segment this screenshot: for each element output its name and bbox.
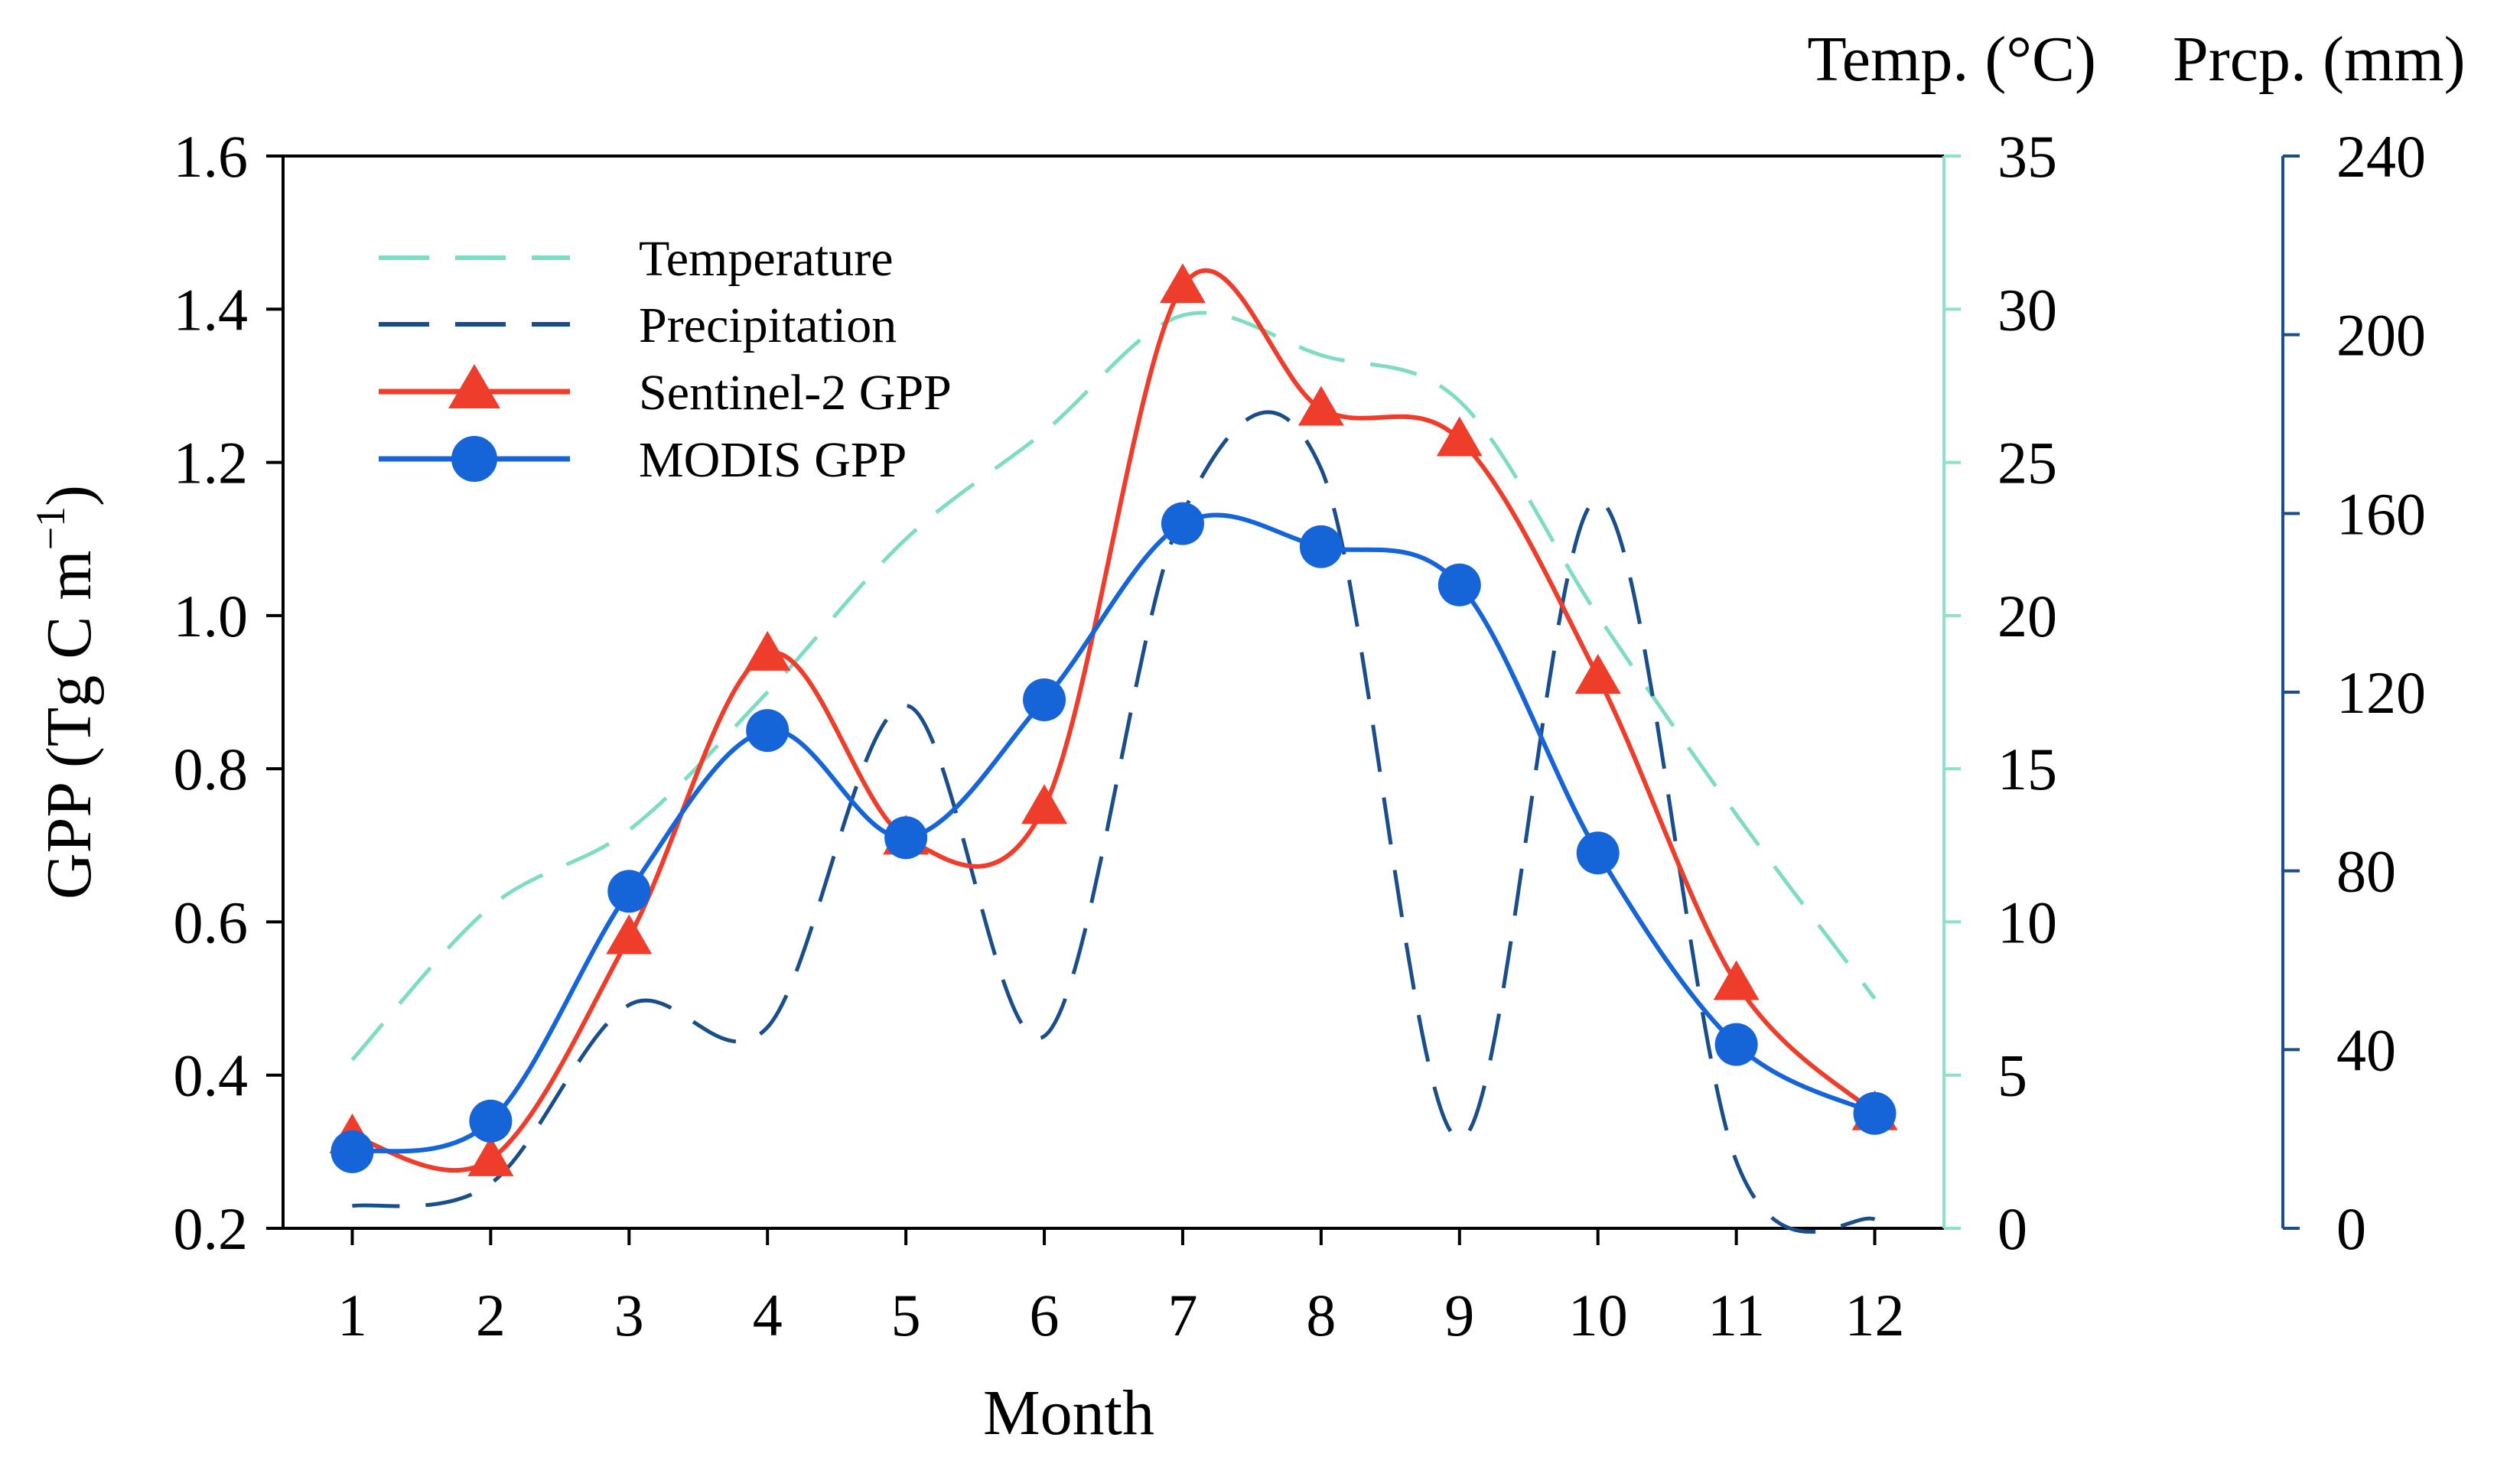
sentinel-2-gpp-point <box>467 1136 514 1176</box>
prcp-tick-label: 40 <box>2336 1016 2396 1083</box>
x-tick-label: 5 <box>891 1282 921 1348</box>
modis-gpp-point <box>1437 563 1481 607</box>
y-tick-label: 1.2 <box>174 430 249 496</box>
y-tick-label: 0.8 <box>174 736 249 802</box>
temp-axis-title: Temp. (°C) <box>1807 24 2096 95</box>
x-tick-label: 1 <box>337 1282 367 1348</box>
x-axis-title: Month <box>983 1377 1154 1449</box>
modis-gpp-point <box>1161 502 1204 545</box>
temp-tick-label: 25 <box>1997 430 2057 496</box>
x-tick-label: 11 <box>1708 1282 1765 1348</box>
prcp-tick-label: 200 <box>2336 302 2426 369</box>
ticks-layer: 1 2 3 4 5 6 7 8 9 10 11 120.20.40.60.81.01.21.41.60… <box>174 123 2427 1348</box>
temperature-line <box>350 311 1877 1062</box>
y-tick-label: 1.6 <box>174 123 249 190</box>
sentinel-2-gpp-point <box>1436 416 1483 457</box>
modis-gpp-point <box>1576 831 1620 875</box>
prcp-tick-label: 0 <box>2336 1195 2366 1262</box>
y-axis-title-main: GPP (Tg C m <box>34 550 105 899</box>
x-tick-label: 6 <box>1030 1282 1060 1348</box>
sentinel-2-gpp-line <box>351 268 1877 1173</box>
prcp-axis-title: Prcp. (mm) <box>2173 24 2466 95</box>
legend-temperature-label: Temperature <box>639 231 894 287</box>
x-tick-label: 3 <box>614 1282 644 1348</box>
series-layer <box>329 263 1898 1234</box>
prcp-tick-label: 160 <box>2336 480 2426 547</box>
legend-sentinel-label: Sentinel-2 GPP <box>639 365 952 421</box>
modis-gpp-point <box>1853 1091 1897 1135</box>
sentinel-2-gpp-point <box>744 630 791 671</box>
precipitation-line <box>352 410 1876 1234</box>
prcp-tick-label: 80 <box>2336 838 2396 905</box>
y-axis-title-close: ) <box>34 485 105 506</box>
temp-tick-label: 10 <box>1997 889 2057 955</box>
temp-tick-label: 20 <box>1997 583 2057 649</box>
legend-sentinel-marker <box>448 364 500 408</box>
x-tick-label: 9 <box>1444 1282 1474 1348</box>
legend: Temperature Precipitation Sentinel-2 GPP… <box>379 231 952 488</box>
modis-gpp-point <box>469 1099 513 1143</box>
y-tick-label: 0.4 <box>174 1042 249 1109</box>
modis-gpp-point <box>1714 1023 1758 1066</box>
modis-gpp-point <box>1023 678 1066 722</box>
modis-gpp-point <box>884 816 928 860</box>
y-tick-label: 1.4 <box>174 276 249 343</box>
sentinel-2-gpp-point <box>1297 385 1344 426</box>
x-tick-label: 10 <box>1568 1282 1628 1348</box>
sentinel-2-gpp-point <box>606 914 653 955</box>
temp-tick-label: 5 <box>1997 1042 2027 1109</box>
sentinel-2-gpp-point <box>1574 653 1621 694</box>
x-tick-label: 4 <box>753 1282 783 1348</box>
sentinel-2-gpp-point <box>1713 960 1760 1000</box>
temp-tick-label: 30 <box>1997 276 2057 343</box>
modis-gpp-point <box>1299 525 1343 568</box>
temp-tick-label: 15 <box>1997 736 2057 802</box>
legend-precipitation-label: Precipitation <box>639 298 897 353</box>
modis-gpp-point <box>330 1130 374 1173</box>
prcp-tick-label: 240 <box>2336 123 2426 190</box>
x-tick-label: 2 <box>476 1282 506 1348</box>
x-tick-label: 7 <box>1167 1282 1197 1348</box>
temp-tick-label: 35 <box>1997 123 2057 190</box>
legend-modis-label: MODIS GPP <box>639 432 907 488</box>
prcp-tick-label: 120 <box>2336 659 2426 726</box>
modis-gpp-point <box>607 870 651 913</box>
legend-modis-marker <box>451 436 497 482</box>
sentinel-2-gpp-point <box>1159 263 1206 304</box>
temp-tick-label: 0 <box>1997 1195 2027 1262</box>
y-axis-title: GPP (Tg C m−1) <box>28 485 105 899</box>
y-tick-label: 0.6 <box>174 889 249 955</box>
sentinel-2-gpp-point <box>1021 784 1068 824</box>
y-tick-label: 0.2 <box>174 1195 249 1262</box>
x-tick-label: 12 <box>1845 1282 1905 1348</box>
y-axis-title-sup: −1 <box>28 506 73 550</box>
y-tick-label: 1.0 <box>174 583 249 649</box>
x-tick-label: 8 <box>1306 1282 1336 1348</box>
modis-gpp-point <box>746 709 790 753</box>
